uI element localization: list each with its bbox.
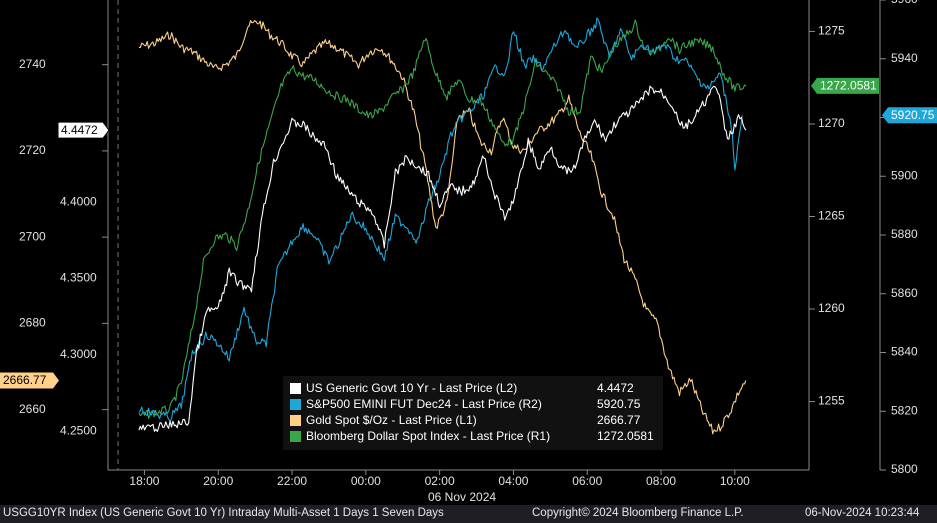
value-tag-r1: 1272.0581 — [811, 77, 879, 94]
r2-tick-label: 5840 — [891, 345, 918, 359]
legend-last-value: 4.4472 — [597, 381, 634, 395]
r2-tick-label: 5960 — [891, 0, 918, 6]
l1-tick-label: 2740 — [19, 57, 46, 71]
svg-text:5920.75: 5920.75 — [891, 108, 935, 122]
value-tag-l2: 4.4472 — [57, 121, 110, 139]
series-line-r1 — [138, 19, 747, 420]
r2-tick-label: 5880 — [891, 227, 918, 241]
tag-layer: 4.4472 2666.77 1272.0581 5920.75 — [0, 77, 937, 389]
x-tick-label: 04:00 — [498, 474, 528, 488]
l1-tick-label: 2660 — [19, 402, 46, 416]
multi-asset-chart: 266026802700272027404.25004.30004.35004.… — [0, 0, 937, 504]
footer-security-description: USGG10YR Index (US Generic Govt 10 Yr) I… — [3, 507, 444, 519]
series-line-l2 — [138, 85, 747, 433]
x-date-label: 06 Nov 2024 — [428, 490, 496, 504]
axes-layer — [107, 0, 881, 471]
x-tick-label: 06:00 — [572, 474, 602, 488]
legend-swatch — [290, 415, 301, 426]
footer-timestamp: 06-Nov-2024 10:23:44 — [805, 507, 920, 519]
legend-swatch — [290, 399, 301, 410]
footer-copyright: Copyright© 2024 Bloomberg Finance L.P. — [532, 507, 744, 519]
legend-swatch — [290, 431, 301, 442]
r1-tick-label: 1265 — [818, 209, 845, 223]
legend-swatch — [290, 383, 301, 394]
legend-box — [283, 376, 663, 450]
r1-tick-label: 1260 — [818, 301, 845, 315]
x-tick-label: 10:00 — [720, 474, 750, 488]
r2-tick-label: 5820 — [891, 403, 918, 417]
r2-tick-label: 5900 — [891, 168, 918, 182]
l1-tick-label: 2700 — [19, 229, 46, 243]
x-tick-label: 22:00 — [277, 474, 307, 488]
series-line-l1 — [138, 19, 747, 435]
tick-layer: 2660 2680 2700 2720 2740 4.2500 4.3000 4.3500 4.… — [19, 0, 918, 488]
series-line-r2 — [138, 17, 743, 422]
value-tag-r2: 5920.75 — [882, 107, 937, 124]
l2-tick-label: 4.2500 — [60, 423, 97, 437]
r2-tick-label: 5860 — [891, 286, 918, 300]
legend-series-name: S&P500 EMINI FUT Dec24 - Last Price (R2) — [306, 397, 542, 411]
footer-bar: USGG10YR Index (US Generic Govt 10 Yr) I… — [0, 505, 937, 523]
l1-tick-label: 2680 — [19, 316, 46, 330]
r1-tick-label: 1270 — [818, 116, 845, 130]
svg-text:2666.77: 2666.77 — [3, 373, 47, 387]
legend-last-value: 2666.77 — [597, 413, 641, 427]
legend-last-value: 5920.75 — [597, 397, 641, 411]
value-tag-l1: 2666.77 — [0, 372, 59, 389]
r1-tick-label: 1255 — [818, 394, 845, 408]
x-tick-label: 18:00 — [129, 474, 159, 488]
x-tick-label: 08:00 — [646, 474, 676, 488]
legend-series-name: Gold Spot $/Oz - Last Price (L1) — [306, 413, 477, 427]
legend-series-name: Bloomberg Dollar Spot Index - Last Price… — [306, 429, 550, 443]
legend-last-value: 1272.0581 — [597, 429, 654, 443]
legend: US Generic Govt 10 Yr - Last Price (L2) 4… — [283, 376, 663, 450]
x-tick-label: 00:00 — [351, 474, 381, 488]
l2-tick-label: 4.3000 — [60, 347, 97, 361]
legend-series-name: US Generic Govt 10 Yr - Last Price (L2) — [306, 381, 517, 395]
series-layer — [138, 17, 747, 435]
r2-tick-label: 5800 — [891, 462, 918, 476]
x-tick-label: 02:00 — [425, 474, 455, 488]
r2-tick-label: 5940 — [891, 51, 918, 65]
svg-text:4.4472: 4.4472 — [61, 123, 98, 137]
l2-tick-label: 4.3500 — [60, 271, 97, 285]
l1-tick-label: 2720 — [19, 143, 46, 157]
r1-tick-label: 1275 — [818, 24, 845, 38]
svg-text:1272.0581: 1272.0581 — [820, 79, 877, 93]
x-tick-label: 20:00 — [203, 474, 233, 488]
l2-tick-label: 4.4000 — [60, 194, 97, 208]
